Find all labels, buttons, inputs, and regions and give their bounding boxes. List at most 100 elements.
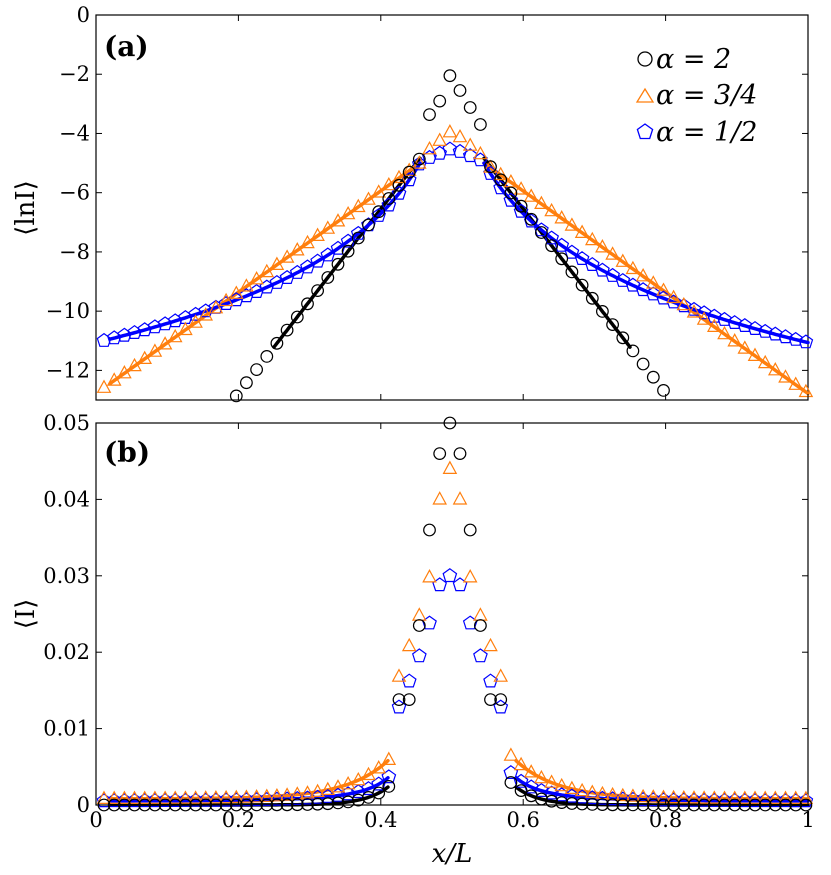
data-point-b-a34 bbox=[564, 780, 580, 795]
data-point-b-a2 bbox=[372, 786, 386, 800]
data-point-b-a34 bbox=[239, 789, 254, 803]
data-point-b-a12 bbox=[249, 792, 265, 807]
data-point-a-a12 bbox=[706, 308, 722, 323]
data-point-b-a2 bbox=[596, 798, 609, 811]
data-point-b-a34 bbox=[747, 790, 763, 804]
data-point-b-a12 bbox=[228, 792, 244, 807]
data-point-b-a2 bbox=[494, 693, 508, 706]
data-point-b-a2 bbox=[107, 798, 121, 812]
data-point-b-a34 bbox=[696, 790, 712, 804]
data-point-b-a34 bbox=[645, 789, 661, 803]
data-point-a-a34 bbox=[706, 318, 722, 332]
data-point-b-a34 bbox=[401, 637, 417, 652]
data-point-b-a34 bbox=[249, 789, 264, 803]
data-point-b-a2 bbox=[311, 797, 325, 811]
data-point-a-a34 bbox=[381, 176, 397, 191]
data-point-b-a34 bbox=[544, 774, 559, 788]
data-point-a-a12 bbox=[157, 316, 173, 331]
data-point-a-a34 bbox=[727, 333, 743, 347]
data-point-b-a2 bbox=[575, 797, 589, 811]
panel-a-fit-curves bbox=[108, 156, 810, 396]
data-point-b-a34 bbox=[462, 569, 478, 583]
data-point-b-a12 bbox=[411, 648, 427, 663]
data-point-b-a2 bbox=[606, 798, 619, 812]
data-point-a-a2 bbox=[260, 350, 274, 363]
data-point-b-a34 bbox=[188, 790, 203, 804]
data-point-b-a34 bbox=[218, 789, 234, 804]
data-point-a-a34 bbox=[442, 124, 458, 138]
y-tick-label: −10 bbox=[46, 299, 90, 323]
data-point-b-a34 bbox=[737, 790, 753, 804]
data-point-a-a2 bbox=[484, 160, 497, 174]
y-tick-label: 0.05 bbox=[43, 411, 90, 435]
data-point-a-a34 bbox=[289, 242, 305, 256]
data-point-a-a34 bbox=[391, 169, 407, 184]
data-point-b-a34 bbox=[727, 790, 743, 804]
data-point-b-a2 bbox=[758, 798, 772, 812]
data-point-b-a34 bbox=[432, 491, 448, 505]
data-point-a-a12 bbox=[767, 326, 783, 341]
data-point-b-a34 bbox=[798, 790, 814, 805]
data-point-b-a2 bbox=[250, 798, 264, 812]
data-point-b-a2 bbox=[321, 797, 335, 811]
data-point-a-a2 bbox=[392, 178, 406, 192]
data-point-b-a12 bbox=[188, 792, 204, 807]
data-point-b-a34 bbox=[371, 760, 387, 774]
data-point-b-a34 bbox=[228, 789, 244, 804]
panel-a-ticks: 0 −2 −4 −6 −8 −10 −12 bbox=[46, 3, 809, 400]
data-point-a-a34 bbox=[259, 263, 275, 278]
panel-b-frame bbox=[95, 422, 809, 806]
data-point-a-a2 bbox=[290, 310, 304, 324]
data-point-a-a12 bbox=[625, 277, 641, 292]
data-point-a-a34 bbox=[218, 292, 234, 307]
data-point-a-a34 bbox=[534, 195, 549, 209]
data-point-a-a2 bbox=[463, 101, 477, 114]
data-point-a-a34 bbox=[605, 246, 620, 260]
data-point-a-a34 bbox=[249, 271, 264, 285]
data-point-a-a12 bbox=[198, 303, 214, 318]
data-point-a-a34 bbox=[717, 325, 732, 340]
data-point-a-a34 bbox=[645, 275, 661, 289]
data-point-b-a2 bbox=[443, 416, 457, 430]
data-point-b-a34 bbox=[605, 786, 620, 801]
legend-item-alpha-2: α = 2 bbox=[637, 44, 731, 75]
data-point-b-a34 bbox=[615, 787, 631, 802]
data-point-a-a12 bbox=[666, 294, 682, 309]
data-point-b-a2 bbox=[707, 798, 721, 812]
x-tick-label: 0 bbox=[89, 808, 102, 832]
data-point-a-a2 bbox=[504, 186, 518, 200]
data-point-a-a34 bbox=[279, 249, 295, 263]
data-point-b-a34 bbox=[706, 790, 722, 804]
legend-label-alpha-2: α = 2 bbox=[656, 44, 731, 75]
data-point-a-a34 bbox=[564, 217, 580, 231]
data-point-a-a12 bbox=[493, 180, 509, 195]
data-point-a-a34 bbox=[208, 299, 224, 314]
x-tick-label: 0.8 bbox=[649, 808, 682, 832]
data-point-b-a2 bbox=[290, 798, 304, 812]
data-point-a-a2 bbox=[524, 212, 538, 226]
data-point-b-a2 bbox=[178, 798, 192, 812]
data-point-a-a34 bbox=[350, 198, 366, 213]
data-point-a-a34 bbox=[666, 289, 681, 304]
data-point-b-a34 bbox=[279, 787, 295, 801]
data-point-b-a2 bbox=[331, 796, 345, 810]
data-point-a-a34 bbox=[686, 304, 702, 318]
x-tick-label: 1 bbox=[801, 808, 814, 832]
data-point-b-a34 bbox=[625, 788, 641, 802]
data-point-a-a12 bbox=[127, 324, 142, 339]
data-point-a-a34 bbox=[656, 282, 671, 296]
data-point-b-a2 bbox=[138, 798, 152, 812]
data-point-a-a12 bbox=[188, 306, 204, 321]
data-point-b-a2 bbox=[209, 798, 223, 812]
data-point-b-a2 bbox=[239, 798, 253, 812]
data-point-b-a34 bbox=[208, 790, 224, 804]
y-tick-label: 0 bbox=[77, 793, 90, 817]
data-point-a-a12 bbox=[269, 274, 285, 289]
data-point-b-a34 bbox=[340, 775, 356, 790]
legend-label-alpha-1-2: α = 1/2 bbox=[656, 117, 757, 148]
data-point-b-a2 bbox=[718, 798, 731, 812]
data-point-b-a12 bbox=[473, 648, 488, 663]
data-point-a-a12 bbox=[218, 296, 234, 310]
data-point-a-a12 bbox=[778, 329, 793, 344]
y-tick-label: −2 bbox=[59, 62, 90, 86]
